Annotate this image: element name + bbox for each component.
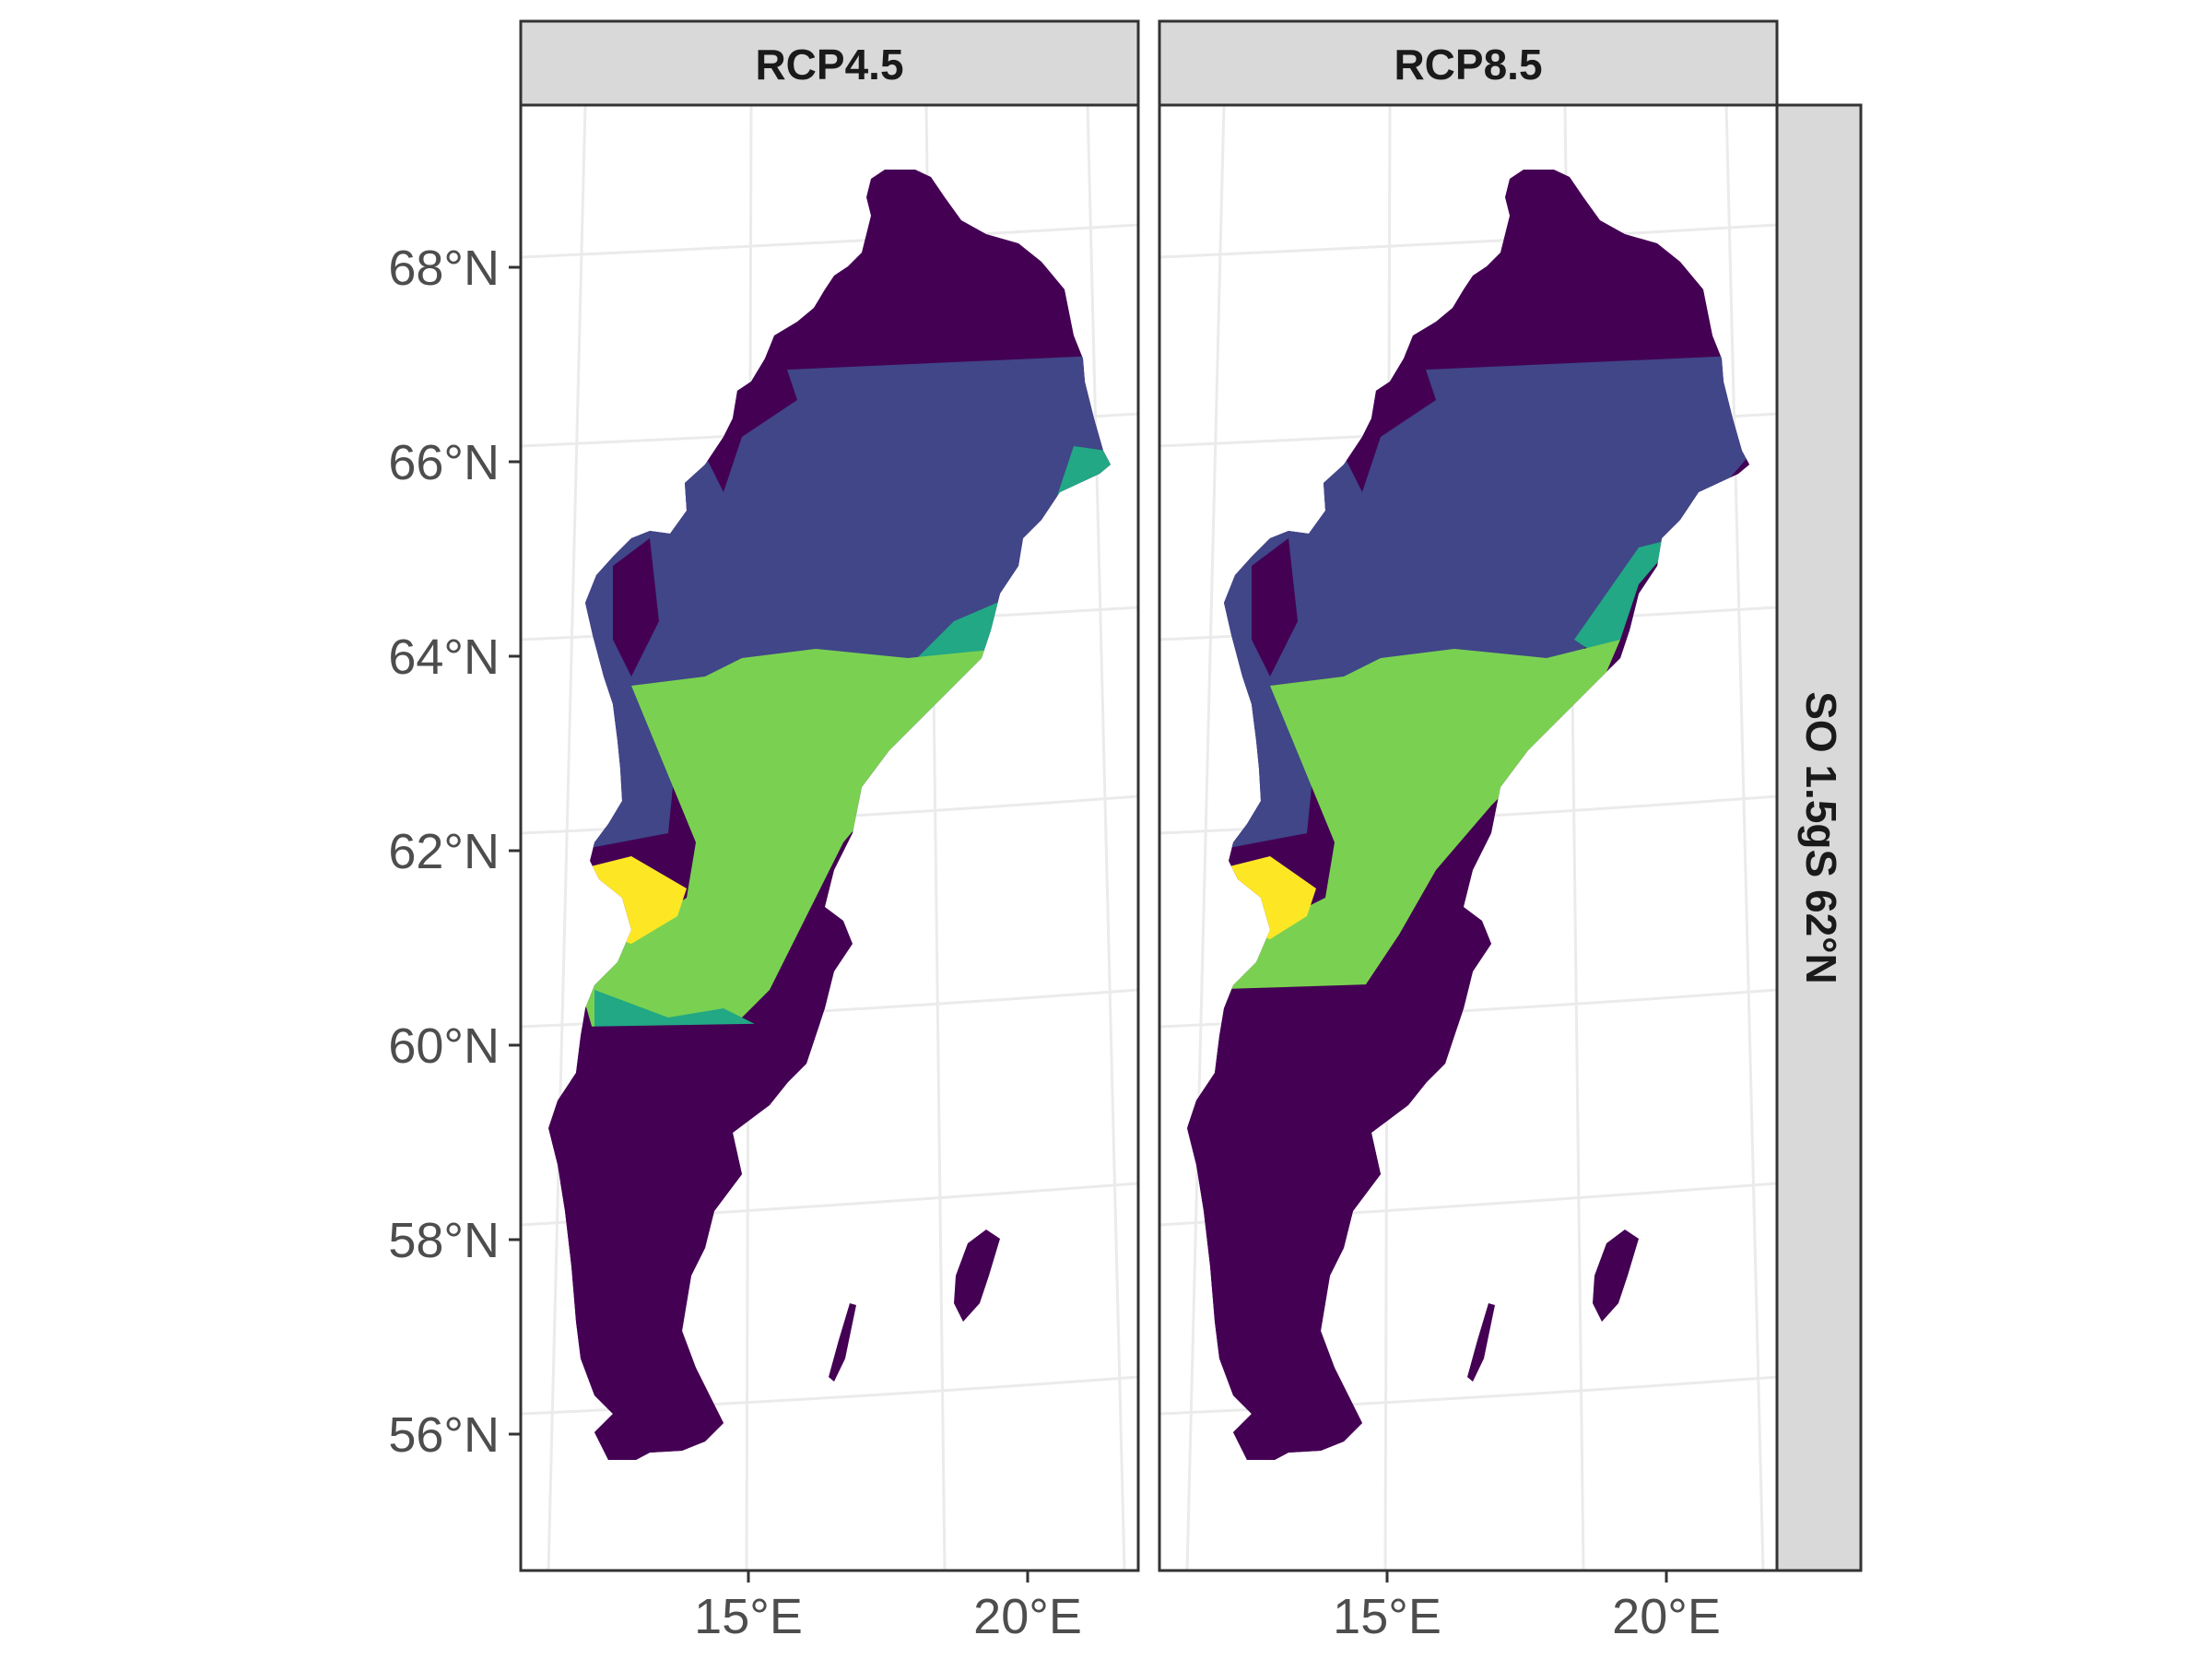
y-tick-label: 58°N xyxy=(388,1213,500,1268)
x-tick-label: 20°E xyxy=(1612,1589,1721,1644)
y-tick-label: 64°N xyxy=(388,629,500,685)
x-tick-label: 20°E xyxy=(973,1589,1082,1644)
panel-rcp85 xyxy=(1158,103,1779,1572)
y-tick-label: 68°N xyxy=(388,241,500,296)
y-tick-label: 56°N xyxy=(388,1407,500,1463)
y-tick-label: 62°N xyxy=(388,824,500,879)
row-strip-label: SO 1.5gS 62°N xyxy=(1797,691,1845,984)
row-strip: SO 1.5gS 62°N xyxy=(1775,103,1863,1572)
strip-rcp45: RCP4.5 xyxy=(519,19,1140,107)
x-tick-label: 15°E xyxy=(694,1589,803,1644)
panel-rcp45 xyxy=(519,103,1140,1572)
x-axis: 15°E 20°E 15°E 20°E xyxy=(694,1571,1721,1644)
y-tick-label: 60°N xyxy=(388,1018,500,1074)
y-axis: 56°N 58°N 60°N 62°N 64°N 66°N 68°N xyxy=(388,241,521,1463)
y-tick-label: 66°N xyxy=(388,435,500,490)
x-tick-label: 15°E xyxy=(1333,1589,1441,1644)
strip-rcp85: RCP8.5 xyxy=(1158,19,1779,107)
strip-label-rcp45: RCP4.5 xyxy=(755,41,903,88)
strip-label-rcp85: RCP8.5 xyxy=(1394,41,1542,88)
